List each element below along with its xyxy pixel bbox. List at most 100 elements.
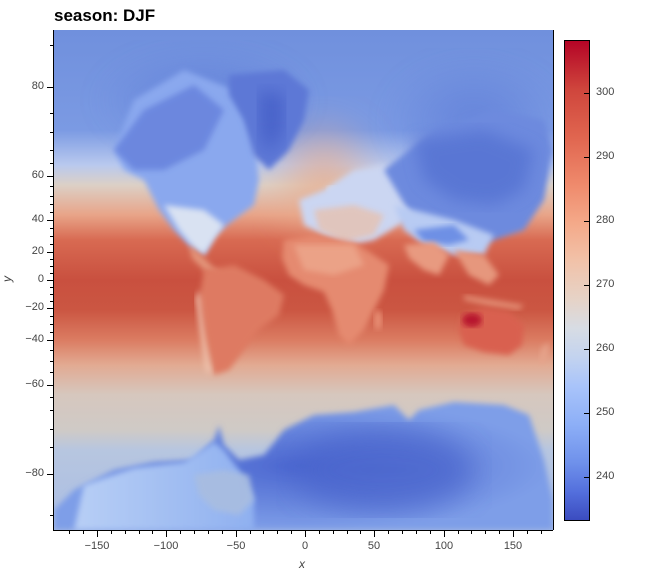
x-tick-label: −150	[84, 540, 110, 552]
y-minor-tick	[50, 301, 53, 302]
y-minor-tick	[50, 273, 53, 274]
x-minor-tick	[194, 531, 195, 534]
y-minor-tick	[50, 332, 53, 333]
y-minor-tick	[50, 515, 53, 516]
x-tick	[444, 531, 445, 537]
y-minor-tick	[50, 150, 53, 151]
y-minor-tick	[50, 163, 53, 164]
x-tick	[97, 531, 98, 537]
x-minor-tick	[277, 531, 278, 534]
colorbar-label: 290	[596, 150, 615, 162]
y-minor-tick	[50, 350, 53, 351]
y-minor-tick	[50, 228, 53, 229]
colorbar-label: 260	[596, 342, 615, 354]
x-minor-tick	[527, 531, 528, 534]
y-minor-tick	[50, 212, 53, 213]
x-minor-tick	[263, 531, 264, 534]
x-minor-tick	[485, 531, 486, 534]
x-minor-tick	[402, 531, 403, 534]
y-minor-tick	[50, 287, 53, 288]
colorbar-tick	[584, 221, 589, 222]
y-tick	[47, 308, 53, 309]
y-axis-label: y	[0, 276, 14, 282]
y-minor-tick	[50, 259, 53, 260]
colorbar-label: 250	[596, 406, 615, 418]
x-tick-label: 50	[367, 540, 381, 552]
y-minor-tick	[50, 196, 53, 197]
x-tick-label: −100	[153, 540, 179, 552]
heatmap-plot-area[interactable]	[54, 30, 553, 530]
colorbar-tick	[584, 349, 589, 350]
y-minor-tick	[50, 236, 53, 237]
y-minor-tick	[50, 410, 53, 411]
colorbar-tick	[584, 157, 589, 158]
x-tick	[513, 531, 514, 537]
x-axis-label: x	[299, 557, 305, 571]
y-minor-tick	[50, 266, 53, 267]
y-tick-label: −80	[25, 467, 44, 479]
y-minor-tick	[50, 361, 53, 362]
y-minor-tick	[50, 324, 53, 325]
x-axis-line	[53, 530, 553, 531]
x-minor-tick	[208, 531, 209, 534]
x-minor-tick	[69, 531, 70, 534]
y-minor-tick	[50, 186, 53, 187]
x-tick	[374, 531, 375, 537]
x-minor-tick	[222, 531, 223, 534]
colorbar-label: 240	[596, 470, 615, 482]
x-minor-tick	[416, 531, 417, 534]
y-minor-tick	[50, 294, 53, 295]
x-tick	[236, 531, 237, 537]
x-tick	[305, 531, 306, 537]
colorbar-label: 280	[596, 214, 615, 226]
colorbar-tick	[584, 477, 589, 478]
x-tick-label: 100	[434, 540, 454, 552]
x-minor-tick	[458, 531, 459, 534]
x-minor-tick	[360, 531, 361, 534]
y-tick-label: 0	[37, 273, 44, 285]
x-minor-tick	[139, 531, 140, 534]
x-minor-tick	[291, 531, 292, 534]
y-minor-tick	[50, 113, 53, 114]
y-minor-tick	[50, 429, 53, 430]
y-minor-tick	[50, 372, 53, 373]
colorbar	[564, 40, 590, 521]
x-minor-tick	[111, 531, 112, 534]
y-minor-tick	[50, 316, 53, 317]
x-minor-tick	[250, 531, 251, 534]
colorbar-tick	[584, 93, 589, 94]
x-tick	[166, 531, 167, 537]
x-tick-label: −50	[226, 540, 246, 552]
y-tick	[47, 87, 53, 88]
colorbar-label: 300	[596, 86, 615, 98]
x-minor-tick	[471, 531, 472, 534]
colorbar-tick	[584, 285, 589, 286]
x-minor-tick	[83, 531, 84, 534]
x-minor-tick	[333, 531, 334, 534]
plot-right-border	[553, 30, 554, 530]
x-minor-tick	[319, 531, 320, 534]
x-minor-tick	[125, 531, 126, 534]
x-minor-tick	[388, 531, 389, 534]
y-axis-line	[53, 30, 54, 530]
y-tick-label: −40	[25, 333, 44, 345]
colorbar-tick	[584, 413, 589, 414]
chart-title: season: DJF	[54, 6, 156, 25]
y-tick-label: 80	[31, 80, 44, 92]
x-minor-tick	[180, 531, 181, 534]
x-tick-label: 0	[301, 540, 309, 552]
y-tick	[47, 176, 53, 177]
y-tick	[47, 340, 53, 341]
x-minor-tick	[499, 531, 500, 534]
colorbar-label: 270	[596, 278, 615, 290]
y-tick-label: −20	[25, 301, 44, 313]
y-tick	[47, 280, 53, 281]
temperature-map	[54, 30, 553, 530]
y-tick	[47, 474, 53, 475]
y-tick	[47, 385, 53, 386]
y-tick	[47, 252, 53, 253]
y-tick-label: −60	[25, 378, 44, 390]
y-minor-tick	[50, 447, 53, 448]
y-tick-label: 40	[31, 213, 44, 225]
x-minor-tick	[152, 531, 153, 534]
